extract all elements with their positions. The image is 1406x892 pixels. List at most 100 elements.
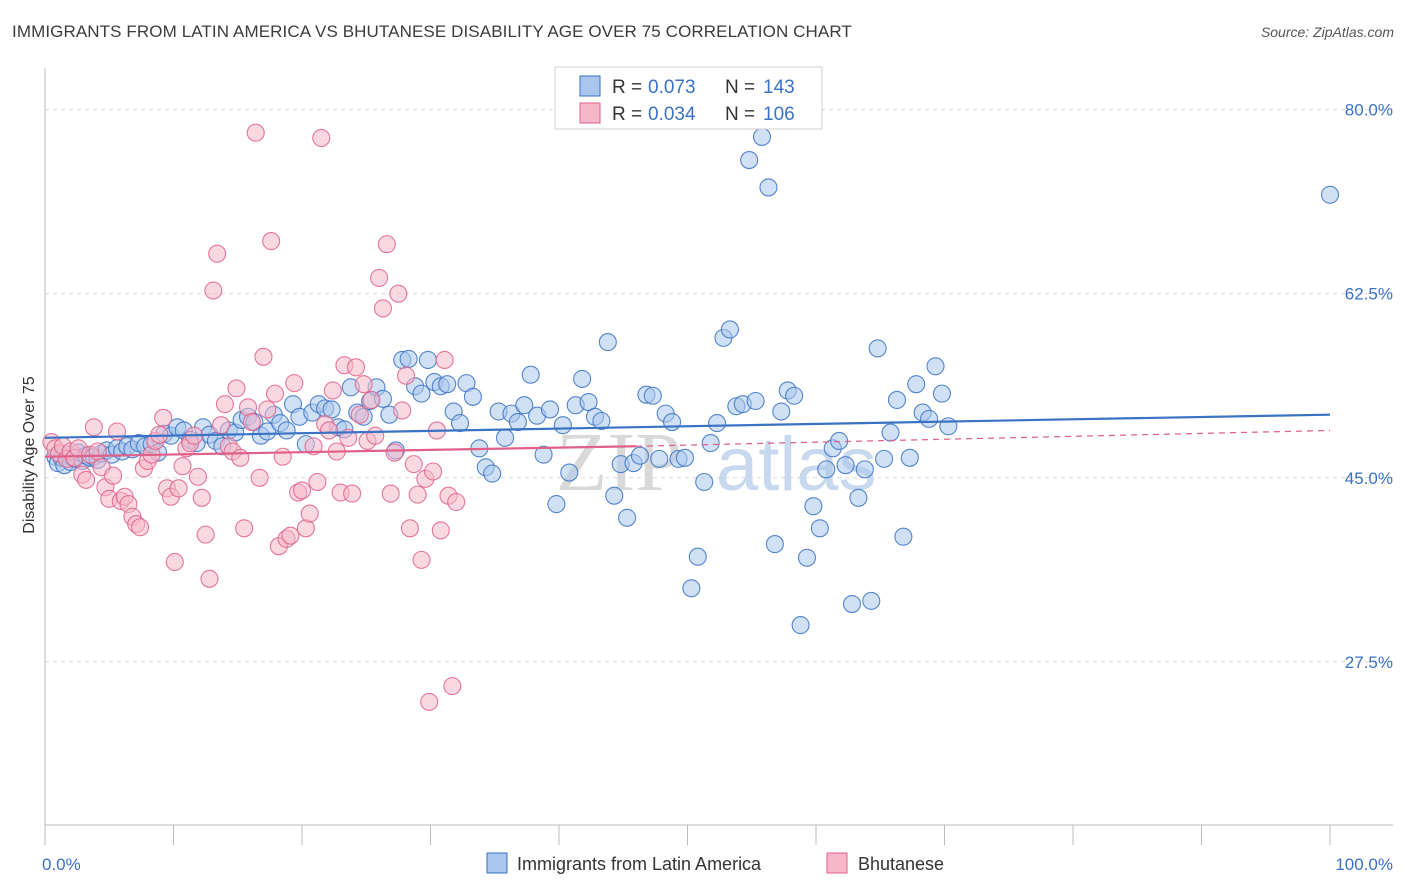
point-latin-america [592,411,611,431]
y-axis-label: Disability Age Over 75 [21,376,38,534]
point-latin-america [521,365,540,384]
point-latin-america [650,449,669,468]
point-bhutanese [443,677,462,696]
point-latin-america [759,178,778,197]
bottom-legend-swatch-blue [486,852,508,874]
point-latin-america [842,595,862,614]
point-bhutanese [250,468,269,487]
point-bhutanese [208,244,227,263]
point-latin-america [418,350,437,370]
point-bhutanese [435,350,454,370]
point-latin-america [277,421,296,440]
point-latin-america [412,384,431,403]
point-bhutanese [400,519,419,538]
point-bhutanese [350,405,369,424]
point-bhutanese [188,467,207,486]
legend-swatch-pink [579,102,601,124]
point-bhutanese [389,284,408,303]
legend-n-label: N = [725,104,755,125]
point-latin-america [682,579,701,598]
y-tick-label: 45.0% [1345,469,1393,488]
trend-line-bhutanese [44,445,637,458]
point-latin-america [862,591,881,610]
point-bhutanese [88,442,107,461]
chart-title: IMMIGRANTS FROM LATIN AMERICA VS BHUTANE… [12,22,852,41]
y-tick-label: 62.5% [1345,285,1393,304]
point-latin-america [740,151,759,170]
point-latin-america [785,386,804,405]
point-bhutanese [77,470,96,489]
point-latin-america [1320,185,1340,204]
legend-box: R = 0.073 N = 143 R = 0.034 N = 106 [554,66,823,130]
legend-n-label: N = [725,77,755,98]
point-bhutanese [273,447,292,466]
point-latin-america [907,375,926,394]
y-tick-label: 27.5% [1345,653,1393,672]
point-latin-america [939,417,958,436]
legend-r-label: R = [612,77,642,98]
bottom-legend: Immigrants from Latin America Bhutanese [486,852,944,874]
point-bhutanese [381,484,400,503]
trend-lines [44,413,1331,458]
source-label: Source: ZipAtlas.com [1260,24,1394,40]
point-bhutanese [300,504,319,523]
point-bhutanese [104,466,123,485]
point-bhutanese [447,492,466,512]
bottom-legend-label-latin-america: Immigrants from Latin America [517,854,762,874]
point-bhutanese [165,552,184,572]
point-bhutanese [196,525,215,544]
point-latin-america [810,519,829,538]
point-bhutanese [200,569,219,588]
point-bhutanese [262,232,281,251]
point-bhutanese [192,488,211,507]
x-tick-label: 0.0% [42,855,81,874]
point-bhutanese [420,692,439,711]
point-bhutanese [319,421,339,440]
point-bhutanese [412,550,431,569]
point-bhutanese [265,384,285,403]
point-bhutanese [424,462,443,481]
trend-line-latin-america [44,413,1331,439]
legend-r-label: R = [612,104,642,125]
point-latin-america [746,391,765,411]
point-latin-america [663,412,682,432]
point-bhutanese [343,484,362,503]
point-bhutanese [246,123,265,142]
point-bhutanese [84,418,103,437]
x-tick-labels: 0.0% 100.0% [42,855,1393,874]
point-bhutanese [373,299,393,318]
x-tick-label: 100.0% [1335,855,1393,874]
point-bhutanese [366,426,385,445]
legend-r-value: 0.034 [648,104,696,125]
point-latin-america [932,384,951,403]
point-latin-america [701,434,720,453]
point-latin-america [708,414,727,433]
point-latin-america [887,390,907,409]
point-bhutanese [312,128,331,148]
point-bhutanese [258,400,277,419]
point-latin-america [675,448,694,467]
point-latin-america [553,416,572,435]
point-latin-america [772,402,791,421]
point-latin-america [688,547,707,566]
point-latin-america [900,448,919,467]
y-tick-labels: 27.5% 45.0% 62.5% 80.0% [1345,101,1393,672]
point-bhutanese [304,437,323,456]
bottom-legend-swatch-pink [826,852,848,874]
point-latin-america [720,320,739,339]
point-latin-america [926,357,945,376]
bottom-legend-label-bhutanese: Bhutanese [858,854,944,874]
point-latin-america [598,333,617,352]
point-latin-america [573,369,592,388]
point-bhutanese [397,366,416,385]
point-latin-america [855,460,874,479]
point-latin-america [695,472,714,492]
point-latin-america [547,495,566,514]
point-bhutanese [370,268,389,287]
point-latin-america [765,535,784,554]
point-bhutanese [154,408,173,427]
point-bhutanese [377,235,396,254]
point-latin-america [849,488,868,507]
point-bhutanese [362,390,381,409]
